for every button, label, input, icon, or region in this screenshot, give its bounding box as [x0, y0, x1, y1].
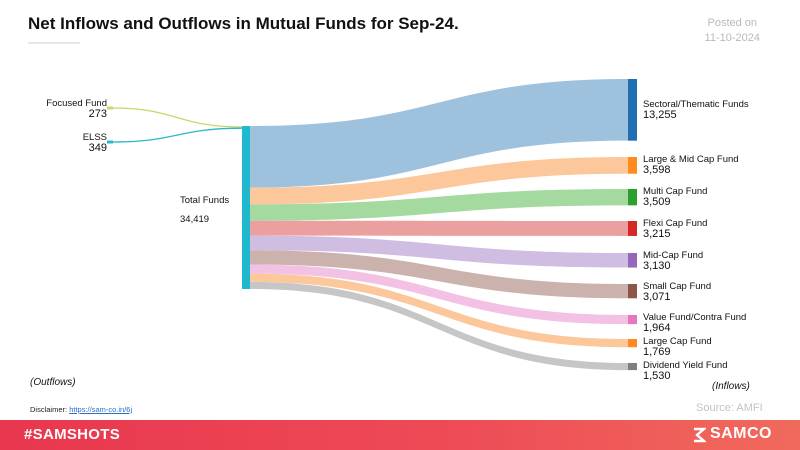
outflows-label: (Outflows) — [30, 377, 76, 388]
inflow-label-dividend-yield-fund: Dividend Yield Fund — [643, 360, 728, 371]
flow-sectoral-thematic-funds — [250, 79, 628, 188]
flow-large-cap-fund — [250, 273, 628, 348]
disclaimer-link[interactable]: https://sam-co.in/6j — [69, 405, 133, 414]
outflow-value-focused-fund: 273 — [89, 108, 107, 120]
inflow-label-large-cap-fund: Large Cap Fund — [643, 336, 712, 347]
inflow-label-small-cap-fund: Small Cap Fund — [643, 281, 711, 292]
title-underline — [28, 42, 80, 44]
flow-large-mid-cap-fund — [250, 157, 628, 205]
footer-brand: SAMCO — [709, 425, 772, 442]
disclaimer: Disclaimer: https://sam-co.in/6j — [30, 405, 132, 414]
node-sectoral-thematic-funds — [628, 79, 637, 141]
node-multi-cap-fund — [628, 189, 637, 206]
chart-title: Net Inflows and Outflows in Mutual Funds… — [28, 14, 459, 33]
inflow-value-sectoral-thematic-funds: 13,255 — [643, 109, 677, 121]
node-large-cap-fund — [628, 339, 637, 348]
flow-small-cap-fund — [250, 250, 628, 299]
node-dividend-yield-fund — [628, 363, 637, 371]
footer-hashtag: #SAMSHOTS — [24, 426, 121, 443]
inflow-value-flexi-cap-fund: 3,215 — [643, 228, 671, 240]
inflow-label-mid-cap-fund: Mid-Cap Fund — [643, 250, 703, 261]
disclaimer-label: Disclaimer: — [30, 405, 68, 414]
inflow-label-value-fund-contra-fund: Value Fund/Contra Fund — [643, 312, 746, 323]
node-focused-fund — [107, 106, 113, 110]
node-mid-cap-fund — [628, 253, 637, 268]
flow-mid-cap-fund — [250, 235, 628, 268]
inflow-label-multi-cap-fund: Multi Cap Fund — [643, 186, 707, 197]
node-flexi-cap-fund — [628, 221, 637, 236]
outflow-label-elss: ELSS — [83, 132, 107, 143]
node-large-mid-cap-fund — [628, 157, 637, 174]
flow-elss — [111, 127, 243, 143]
inflow-value-small-cap-fund: 3,071 — [643, 291, 671, 303]
hub-value: 34,419 — [180, 214, 209, 225]
inflow-value-mid-cap-fund: 3,130 — [643, 260, 671, 272]
flow-dividend-yield-fund — [250, 281, 628, 371]
posted-date: Posted on 11-10-2024 — [705, 16, 760, 46]
hub-label: Total Funds — [180, 195, 229, 206]
outflow-label-focused-fund: Focused Fund — [46, 98, 107, 109]
flow-focused-fund — [111, 107, 243, 128]
footer-bar: #SAMSHOTS SAMCO — [0, 420, 800, 450]
inflows-label: (Inflows) — [712, 381, 750, 392]
node-elss — [107, 140, 113, 144]
inflow-label-sectoral-thematic-funds: Sectoral/Thematic Funds — [643, 99, 749, 110]
posted-date-value: 11-10-2024 — [704, 32, 760, 44]
flow-multi-cap-fund — [250, 189, 628, 221]
samco-logo-icon — [694, 427, 706, 443]
outflow-value-elss: 349 — [89, 142, 107, 154]
inflow-value-value-fund-contra-fund: 1,964 — [643, 322, 671, 334]
flow-flexi-cap-fund — [250, 220, 628, 236]
inflow-value-multi-cap-fund: 3,509 — [643, 196, 671, 208]
posted-label: Posted on — [707, 17, 758, 29]
inflow-label-flexi-cap-fund: Flexi Cap Fund — [643, 218, 707, 229]
node-small-cap-fund — [628, 284, 637, 299]
inflow-value-large-mid-cap-fund: 3,598 — [643, 164, 671, 176]
node-value-fund-contra-fund — [628, 315, 637, 325]
flow-value-fund-contra-fund — [250, 264, 628, 325]
inflow-value-dividend-yield-fund: 1,530 — [643, 370, 671, 382]
inflow-value-large-cap-fund: 1,769 — [643, 346, 671, 358]
source-note: Source: AMFI — [696, 402, 763, 414]
inflow-label-large-mid-cap-fund: Large & Mid Cap Fund — [643, 154, 739, 165]
node-total-funds — [242, 126, 250, 289]
